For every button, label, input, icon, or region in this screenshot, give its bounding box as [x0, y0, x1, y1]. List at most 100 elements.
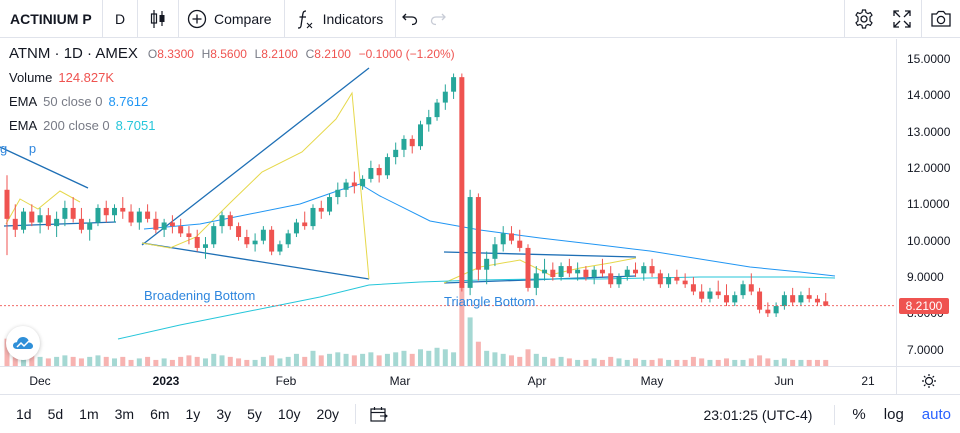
screenshot-button[interactable]	[922, 0, 960, 38]
volume-bar	[542, 356, 548, 366]
chart-type-button[interactable]	[138, 0, 178, 38]
compare-button[interactable]: Compare	[179, 0, 284, 38]
log-scale-button[interactable]: log	[883, 406, 904, 423]
indicators-button[interactable]: Indicators	[285, 0, 396, 38]
ema50-value: 8.7612	[108, 93, 149, 109]
redo-button[interactable]	[424, 0, 452, 38]
time-tick-label: Dec	[29, 374, 51, 388]
price-chart[interactable]	[0, 39, 896, 366]
candle-body	[360, 178, 366, 187]
price-tick-label: 7.0000	[907, 342, 944, 357]
price-axis[interactable]: 15.0000 14.0000 13.0000 12.0000 11.0000 10.00…	[896, 39, 960, 366]
fullscreen-button[interactable]	[883, 0, 921, 38]
volume-bar	[211, 353, 217, 366]
range-button-20y[interactable]: 20y	[316, 406, 340, 422]
legend-ema50-row[interactable]: EMA 50 close 0 8.7612	[9, 89, 459, 113]
price-tick-label: 15.0000	[907, 51, 951, 66]
candle-body	[318, 207, 324, 212]
volume-bar	[343, 353, 349, 366]
candle-body	[310, 207, 316, 227]
volume-bar	[219, 355, 225, 366]
candle-body	[517, 240, 523, 248]
volume-bar	[641, 359, 647, 366]
volume-bar	[732, 359, 738, 366]
volume-bar	[451, 352, 457, 366]
range-button-6m[interactable]: 6m	[150, 406, 170, 422]
undo-button[interactable]	[396, 0, 424, 38]
time-axis[interactable]: Dec 2023 Feb Mar Apr May Jun 21	[0, 366, 896, 394]
candle-body	[21, 211, 27, 230]
candle-body	[227, 215, 233, 227]
candle-body	[649, 266, 655, 274]
legend-volume-row[interactable]: Volume 124.827K	[9, 65, 459, 89]
volume-bar	[327, 353, 333, 366]
range-button-5y[interactable]: 5y	[247, 406, 262, 422]
range-button-1d[interactable]: 1d	[16, 406, 32, 422]
candle-body	[128, 211, 134, 223]
sun-gear-icon	[921, 373, 936, 388]
volume-bar	[384, 353, 390, 366]
candle-body	[550, 269, 556, 277]
legend-ema200-row[interactable]: EMA 200 close 0 8.7051	[9, 113, 459, 137]
pattern-line	[141, 67, 370, 246]
settings-button[interactable]	[845, 0, 883, 38]
range-button-1m[interactable]: 1m	[79, 406, 99, 422]
volume-bar	[723, 358, 729, 366]
volume-bar	[269, 355, 275, 366]
legend-high-label: H	[201, 46, 211, 61]
volume-bar	[136, 358, 142, 366]
candle-body	[723, 295, 729, 303]
date-range-button[interactable]	[364, 406, 394, 422]
volume-bar	[293, 353, 299, 366]
range-button-5d[interactable]: 5d	[47, 406, 64, 422]
range-button-3m[interactable]: 3m	[114, 406, 135, 422]
tradingview-logo-button[interactable]	[6, 326, 40, 360]
volume-bar	[674, 359, 680, 366]
redo-icon	[431, 13, 447, 25]
interval-button[interactable]: D	[103, 0, 137, 38]
volume-bar	[699, 358, 705, 366]
price-tick-label: 11.0000	[907, 197, 950, 212]
gear-icon	[855, 9, 873, 29]
percent-scale-button[interactable]: %	[852, 406, 866, 423]
axis-settings-button[interactable]	[896, 366, 960, 394]
top-toolbar: ACTINIUM P D Compare Indicators	[0, 0, 960, 38]
volume-bar	[525, 349, 531, 366]
range-buttons: 1d 5d 1m 3m 6m 1y 3y 5y 10y 20y	[0, 406, 347, 422]
candle-body	[542, 269, 548, 274]
range-button-10y[interactable]: 10y	[277, 406, 301, 422]
time-tick-label: May	[640, 374, 664, 388]
range-button-3y[interactable]: 3y	[216, 406, 232, 422]
time-tick-label: Apr	[527, 374, 547, 388]
ema200-params: 200 close 0	[43, 117, 110, 133]
auto-scale-button[interactable]: auto	[921, 406, 951, 423]
volume-bar	[690, 356, 696, 366]
candle-body	[161, 222, 167, 230]
candle-body	[219, 215, 225, 227]
volume-bar	[178, 356, 184, 366]
candle-body	[484, 258, 490, 270]
chart-pane[interactable]: ATNM · 1D · AMEX O8.3300 H8.5600 L8.2100…	[0, 39, 896, 366]
volume-bar	[12, 353, 18, 366]
candle-body	[252, 240, 258, 245]
candle-body	[566, 266, 572, 274]
volume-bar	[806, 359, 812, 366]
candle-body	[467, 197, 473, 288]
volume-label: Volume	[9, 69, 53, 85]
range-button-1y[interactable]: 1y	[185, 406, 201, 422]
candle-body	[525, 247, 531, 288]
candle-body	[690, 284, 696, 292]
volume-bar	[467, 317, 473, 366]
volume-bar	[633, 358, 639, 366]
volume-bar	[409, 353, 415, 366]
volume-bar	[194, 356, 200, 366]
candle-body	[277, 244, 283, 252]
volume-bar	[434, 347, 440, 366]
toolbar-divider	[137, 0, 138, 38]
timezone-clock[interactable]: 23:01:25 (UTC-4)	[703, 406, 813, 423]
symbol-search-button[interactable]: ACTINIUM P	[0, 0, 102, 38]
candle-body	[401, 138, 407, 150]
legend-main-row: ATNM · 1D · AMEX O8.3300 H8.5600 L8.2100…	[9, 41, 459, 65]
volume-bar	[492, 352, 498, 366]
pattern-line	[0, 146, 89, 189]
